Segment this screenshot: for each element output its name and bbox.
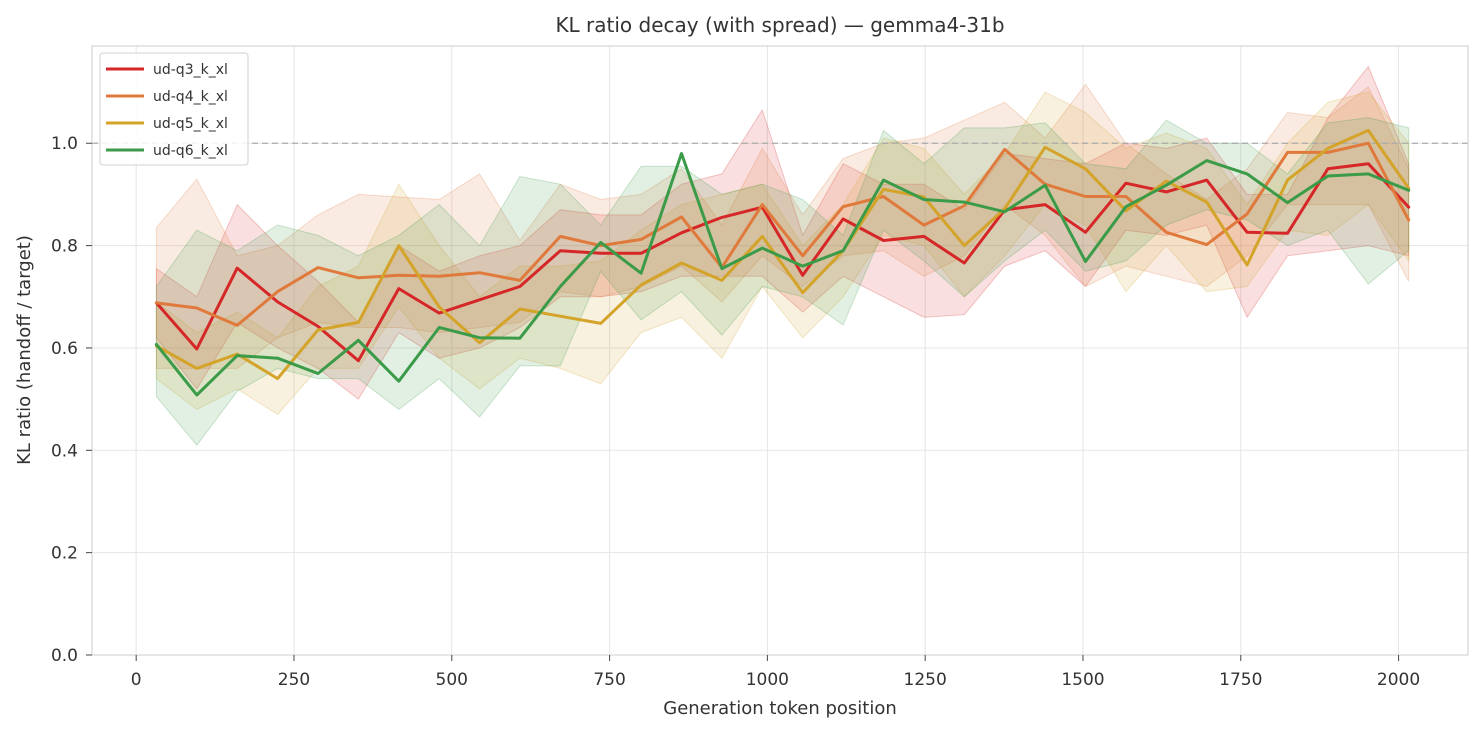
series-lines [154,128,1411,397]
y-axis-label: KL ratio (handoff / target) [14,235,35,465]
legend-box [99,52,249,166]
series-line-ud-q5_k_xl [154,128,1411,381]
x-tick-label: 500 [436,670,468,690]
spread-bands [155,65,1410,447]
x-tick-label: 0 [131,670,142,690]
x-tick-label: 1000 [746,670,789,690]
legend-label: ud-q5_k_xl [153,116,228,132]
legend-label: ud-q6_k_xl [153,143,228,159]
y-tick-label: 0.6 [51,339,78,359]
spread-band-ud-q6_k_xl [155,117,1410,447]
legend-label: ud-q3_k_xl [153,62,228,78]
x-axis-ticks: 0 250 500 750 1000 1250 1500 1750 2000 [131,655,1420,690]
plot-frame [91,45,1469,656]
y-tick-label: 1.0 [51,134,78,154]
x-axis-label: Generation token position [663,698,897,719]
x-tick-label: 2000 [1377,670,1420,690]
x-tick-label: 250 [278,670,310,690]
legend-label: ud-q4_k_xl [153,89,228,105]
x-tick-label: 1500 [1061,670,1104,690]
y-tick-label: 0.2 [51,544,78,564]
x-tick-label: 750 [593,670,625,690]
x-tick-label: 1250 [904,670,947,690]
series-line-ud-q4_k_xl [154,141,1411,327]
chart-title: KL ratio decay (with spread) — gemma4-31… [555,13,1004,37]
series-line-ud-q6_k_xl [154,152,1411,397]
legend: ud-q3_k_xl ud-q4_k_xl ud-q5_k_xl ud-q6_k_xl [99,52,249,166]
y-tick-label: 0.4 [51,441,78,461]
x-tick-label: 1750 [1219,670,1262,690]
y-tick-label: 0.8 [51,237,78,257]
y-axis-ticks: 0.0 0.2 0.4 0.6 0.8 1.0 [51,134,92,666]
spread-band-ud-q3_k_xl [155,65,1410,400]
y-tick-label: 0.0 [51,646,78,666]
